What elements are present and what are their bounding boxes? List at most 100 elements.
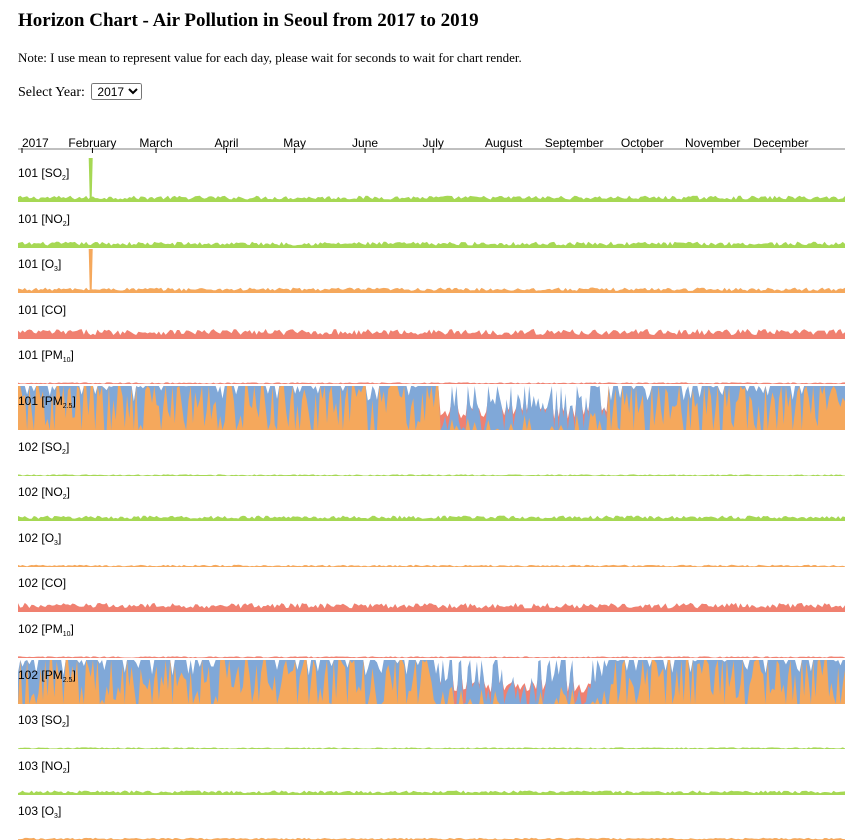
axis-tick-label: August xyxy=(485,136,523,150)
row-label-station: 103 [NO xyxy=(18,758,63,773)
horizon-band-1 xyxy=(18,287,845,294)
axis-tick-label: October xyxy=(621,136,664,150)
row-label-station: 101 [CO xyxy=(18,302,63,317)
axis-tick-label: May xyxy=(283,136,306,150)
row-label-station: 101 [O xyxy=(18,257,55,272)
axis-tick-label: March xyxy=(139,136,172,150)
horizon-row-102-PM10 xyxy=(18,656,845,658)
row-label-subscript: 3 xyxy=(54,813,58,821)
horizon-band-1 xyxy=(18,195,845,202)
row-label: 103 [SO2] xyxy=(18,713,70,730)
row-label-station: 101 [NO xyxy=(18,211,63,226)
axis-tick-label: February xyxy=(68,136,116,150)
row-label-station: 102 [CO xyxy=(18,576,63,591)
time-axis: 2017 February March April May June July August S… xyxy=(18,136,845,153)
horizon-band-1 xyxy=(18,656,845,658)
horizon-band-1 xyxy=(18,564,845,567)
horizon-row-101-PM25 xyxy=(18,386,845,430)
row-label-subscript: 2 xyxy=(62,175,66,182)
row-label-subscript: 2 xyxy=(62,448,66,456)
row-label-close: ] xyxy=(70,622,74,636)
negative-spike xyxy=(88,158,93,198)
row-label-subscript: 2.5 xyxy=(62,403,73,410)
horizon-band-1 xyxy=(18,603,845,613)
row-label-station: 102 [SO xyxy=(18,439,63,454)
row-label: 102 [O3] xyxy=(18,530,62,547)
row-label-close: ] xyxy=(57,530,62,545)
horizon-row-101-PM10 xyxy=(18,382,845,385)
row-label-close: ] xyxy=(66,758,70,773)
row-label-subscript: 2 xyxy=(62,220,67,228)
axis-tick-label: December xyxy=(753,136,808,150)
axis-tick-label: June xyxy=(352,136,378,150)
horizon-band-3 xyxy=(18,659,845,704)
row-label-subscript: 2 xyxy=(62,722,66,730)
row-label-close: ] xyxy=(70,348,74,363)
horizon-row-102-CO xyxy=(18,603,845,613)
axis-tick-label: April xyxy=(214,136,238,150)
row-label-close: ] xyxy=(72,667,76,682)
horizon-row-101-NO2 xyxy=(18,241,845,248)
row-label-station: 103 [O xyxy=(18,804,55,819)
horizon-row-102-SO2 xyxy=(18,473,845,476)
year-select[interactable]: 2017 xyxy=(91,83,143,100)
year-selector: Select Year: 2017 xyxy=(18,83,143,101)
horizon-band-1 xyxy=(18,747,845,750)
row-label-station: 101 [SO xyxy=(18,166,63,180)
horizon-band-3 xyxy=(18,386,845,430)
row-label-close: ] xyxy=(66,485,70,500)
row-label: 101 [NO2] xyxy=(18,211,70,228)
row-label: 102 [SO2] xyxy=(18,439,69,456)
row-label-subscript: 2 xyxy=(62,494,67,502)
horizon-row-101-CO xyxy=(18,328,845,339)
row-label-close: ] xyxy=(66,211,70,226)
horizon-row-101-SO2 xyxy=(18,158,845,202)
row-label-close: ] xyxy=(65,166,70,180)
horizon-row-101-O3 xyxy=(18,249,845,294)
row-label: 103 [NO2] xyxy=(18,758,70,775)
row-label: 102 [CO] xyxy=(18,576,66,590)
horizon-band-1 xyxy=(18,382,845,385)
horizon-row-102-PM25 xyxy=(18,659,845,704)
row-label-close: ] xyxy=(72,394,76,408)
row-label: 102 [NO2] xyxy=(18,485,70,502)
axis-tick-label: November xyxy=(685,136,740,150)
row-label-subscript: 3 xyxy=(54,266,58,274)
row-label: 103 [O3] xyxy=(18,804,61,821)
horizon-row-103-O3 xyxy=(18,838,845,840)
row-label-station: 102 [PM xyxy=(18,667,63,682)
row-label-close: ] xyxy=(65,713,70,728)
row-label-station: 102 [O xyxy=(18,530,55,545)
row-label-subscript: 10 xyxy=(62,357,71,365)
row-label-station: 102 [PM xyxy=(18,622,63,636)
row-label-close: ] xyxy=(57,257,62,272)
horizon-row-102-O3 xyxy=(18,564,845,567)
page-title: Horizon Chart - Air Pollution in Seoul f… xyxy=(18,10,479,31)
row-label-station: 101 [PM xyxy=(18,394,63,408)
horizon-band-1 xyxy=(18,241,845,248)
note-text: Note: I use mean to represent value for … xyxy=(18,50,522,65)
row-label-station: 102 [NO xyxy=(18,485,63,500)
horizon-band-1 xyxy=(18,473,845,476)
row-label-subscript: 3 xyxy=(54,539,58,547)
row-label-subscript: 2.5 xyxy=(62,676,73,684)
row-label-close: ] xyxy=(62,576,67,591)
row-label: 102 [PM2.5] xyxy=(18,667,76,684)
row-label: 102 [PM10] xyxy=(18,622,74,638)
row-label: 101 [PM10] xyxy=(18,348,74,365)
axis-tick-label: July xyxy=(423,136,444,150)
row-label: 101 [CO] xyxy=(18,303,66,317)
row-label-close: ] xyxy=(62,302,67,317)
row-label: 101 [SO2] xyxy=(18,166,70,182)
row-label-subscript: 2 xyxy=(62,767,67,775)
horizon-row-102-NO2 xyxy=(18,515,845,522)
axis-tick-label: September xyxy=(545,136,604,150)
horizon-band-1 xyxy=(18,328,845,339)
row-label: 101 [O3] xyxy=(18,257,62,274)
year-label: Select Year: xyxy=(18,85,85,100)
horizon-band-1 xyxy=(18,515,845,522)
row-label: 101 [PM2.5] xyxy=(18,394,76,410)
horizon-row-103-SO2 xyxy=(18,747,845,750)
axis-tick-label: 2017 xyxy=(22,136,49,150)
row-label-subscript: 10 xyxy=(62,631,71,638)
